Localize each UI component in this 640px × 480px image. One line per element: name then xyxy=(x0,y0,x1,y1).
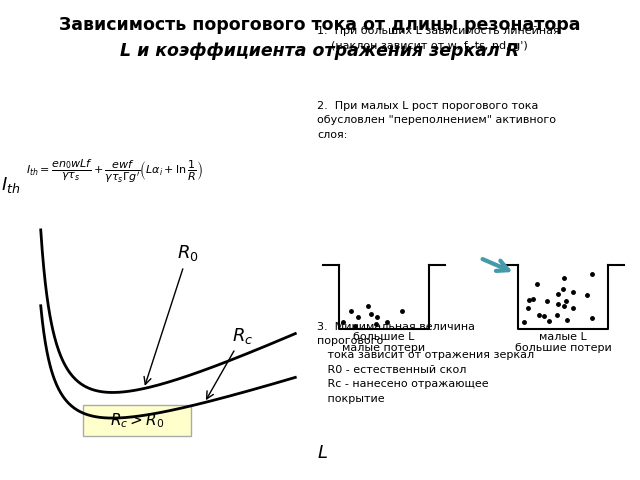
Text: 2.  При малых L рост порогового тока
обусловлен "переполнением" активного
слоя:: 2. При малых L рост порогового тока обус… xyxy=(317,101,556,140)
Text: $I_{th}$: $I_{th}$ xyxy=(1,175,20,195)
Text: $R_c > R_0$: $R_c > R_0$ xyxy=(110,411,164,430)
Text: L и коэффициента отражения зеркал R: L и коэффициента отражения зеркал R xyxy=(120,42,520,60)
Text: 3.  Минимальная величина
порогового
   тока зависит от отражения зеркал
   R0 - : 3. Минимальная величина порогового тока … xyxy=(317,322,534,404)
Text: большие потери: большие потери xyxy=(515,343,612,353)
Text: $R_0$: $R_0$ xyxy=(144,243,198,384)
Text: $L$: $L$ xyxy=(317,444,328,462)
Text: 1.  При больших L зависимость линейная
    (наклон зависит от w, f, ts, nd, g'): 1. При больших L зависимость линейная (н… xyxy=(317,26,560,51)
Text: малые потери: малые потери xyxy=(342,343,426,353)
Text: $I_{th} = \dfrac{en_0wLf}{\gamma\tau_s} + \dfrac{ewf}{\gamma\tau_s\Gamma g'}\lef: $I_{th} = \dfrac{en_0wLf}{\gamma\tau_s} … xyxy=(26,157,203,185)
Text: Зависимость порогового тока от длины резонатора: Зависимость порогового тока от длины рез… xyxy=(60,16,580,34)
Text: $R_c$: $R_c$ xyxy=(207,326,253,399)
Text: большие L: большие L xyxy=(353,332,415,342)
Text: малые L: малые L xyxy=(540,332,587,342)
Bar xyxy=(83,405,191,436)
